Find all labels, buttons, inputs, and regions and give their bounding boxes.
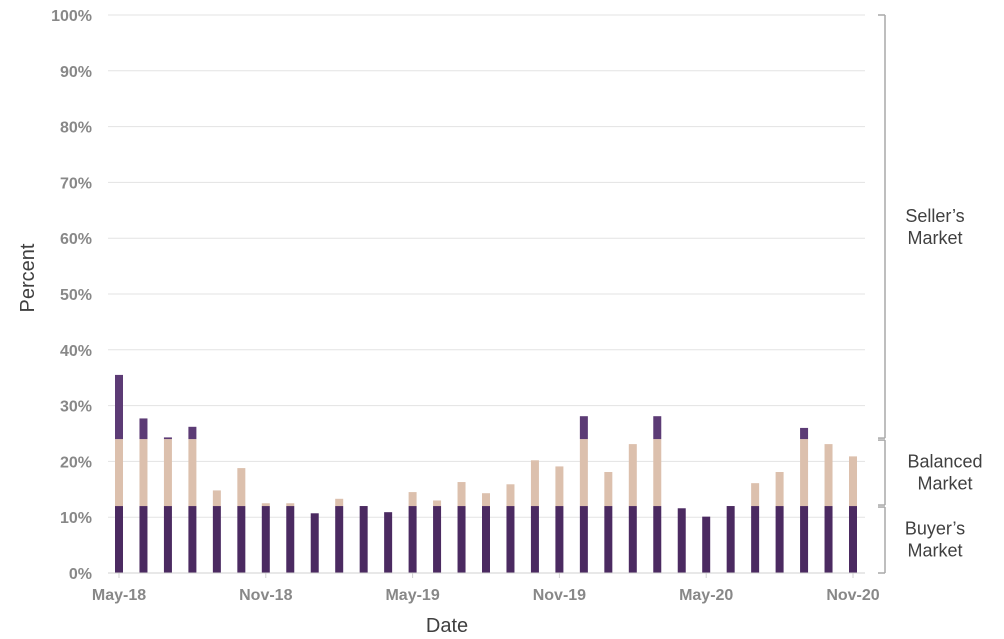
x-tick-label: May-20 [679, 587, 733, 604]
bar-segment-buyers [726, 506, 735, 573]
bar-segment-balanced [212, 490, 221, 507]
y-tick-label: 10% [60, 510, 92, 527]
bar-segment-buyers [775, 506, 784, 573]
bar-segment-buyers [530, 506, 539, 573]
bar-segment-balanced [530, 460, 539, 507]
axes: 0% 10% 20% 30% 40% 50% 60% 70% 80% 90% 100% May-18 N… [51, 8, 880, 604]
bar-segment-buyers [506, 506, 515, 573]
bar-segment-buyers [335, 506, 344, 573]
x-tick-label: Nov-19 [533, 587, 586, 604]
bar-segment-balanced [849, 456, 857, 507]
bar-segment-sellers [653, 416, 662, 440]
x-tick-label: May-18 [92, 587, 146, 604]
region-label: Buyer’s [905, 519, 965, 539]
bar-segment-balanced [163, 439, 172, 507]
x-tick-label: Nov-20 [826, 587, 879, 604]
bar-segment-buyers [800, 506, 809, 573]
x-axis-title: Date [426, 615, 468, 637]
bar-segment-balanced [188, 439, 197, 507]
bar-segment-balanced [261, 503, 270, 507]
bar-segment-sellers [800, 427, 809, 440]
bar-segment-balanced [139, 439, 148, 507]
bar-segment-balanced [335, 498, 344, 507]
bar-segment-buyers [359, 506, 368, 573]
bar-segment-buyers [433, 506, 442, 573]
bar-segment-buyers [237, 506, 246, 573]
bar-segment-balanced [751, 483, 760, 507]
y-tick-label: 30% [60, 399, 92, 416]
bar-segment-buyers [628, 506, 637, 573]
bar-segment-buyers [653, 506, 662, 573]
bar-segment-sellers [115, 374, 123, 440]
bar-segment-buyers [579, 506, 588, 573]
bar-segment-balanced [653, 439, 662, 507]
bar-segment-balanced [775, 472, 784, 507]
bar-segment-balanced [604, 472, 613, 507]
bar-segment-buyers [482, 506, 490, 573]
region-label: Seller’s [905, 206, 964, 226]
bar-segment-balanced [824, 444, 833, 507]
region-label: Market [917, 474, 972, 494]
region-label: Balanced [907, 452, 982, 472]
bar-segment-balanced [579, 439, 588, 507]
x-tick-label: May-19 [385, 587, 439, 604]
bar-segment-balanced [800, 439, 809, 507]
bar-segment-buyers [163, 506, 172, 573]
bar-segment-buyers [677, 508, 686, 573]
bar-segment-buyers [408, 506, 417, 573]
bar-segment-balanced [237, 468, 246, 507]
bar-segment-buyers [286, 506, 295, 573]
bar-segment-sellers [579, 416, 588, 440]
bar-segment-balanced [506, 484, 515, 507]
bar-segment-buyers [702, 516, 711, 573]
bar-segment-balanced [286, 503, 295, 507]
y-tick-label: 60% [60, 231, 92, 248]
region-label: Market [907, 228, 962, 248]
bar-segment-balanced [408, 492, 417, 507]
gridlines [108, 14, 865, 518]
bar-segment-buyers [604, 506, 613, 573]
bar-segment-balanced [115, 439, 123, 507]
bar-segment-buyers [849, 506, 857, 573]
bar-segment-sellers [163, 437, 172, 440]
bar-segment-buyers [261, 506, 270, 573]
y-tick-label: 70% [60, 175, 92, 192]
bar-segment-buyers [457, 506, 466, 573]
bar-segment-buyers [824, 506, 833, 573]
bar-segment-buyers [115, 506, 123, 573]
bar-segment-buyers [751, 506, 760, 573]
y-tick-label: 80% [60, 120, 92, 137]
bar-segment-sellers [139, 418, 148, 440]
y-tick-label: 40% [60, 343, 92, 360]
bar-segment-balanced [433, 500, 442, 507]
y-tick-label: 20% [60, 454, 92, 471]
bars [115, 374, 857, 573]
y-tick-label: 100% [51, 8, 92, 25]
bar-segment-buyers [384, 512, 393, 573]
bar-segment-balanced [628, 444, 637, 507]
y-axis-title: Percent [17, 243, 39, 312]
y-tick-label: 50% [60, 287, 92, 304]
bar-segment-balanced [555, 466, 564, 507]
y-tick-label: 0% [69, 566, 92, 583]
bar-segment-buyers [212, 506, 221, 573]
market-brackets: Seller’sMarketBalancedMarketBuyer’sMarke… [878, 14, 983, 574]
bar-segment-buyers [310, 513, 319, 573]
bar-segment-buyers [139, 506, 148, 573]
y-tick-label: 90% [60, 64, 92, 81]
bar-segment-buyers [555, 506, 564, 573]
bar-segment-sellers [188, 426, 197, 440]
region-label: Market [907, 541, 962, 561]
bar-segment-balanced [457, 482, 466, 507]
bar-segment-balanced [482, 493, 490, 507]
x-tick-label: Nov-18 [239, 587, 292, 604]
bar-segment-buyers [188, 506, 197, 573]
